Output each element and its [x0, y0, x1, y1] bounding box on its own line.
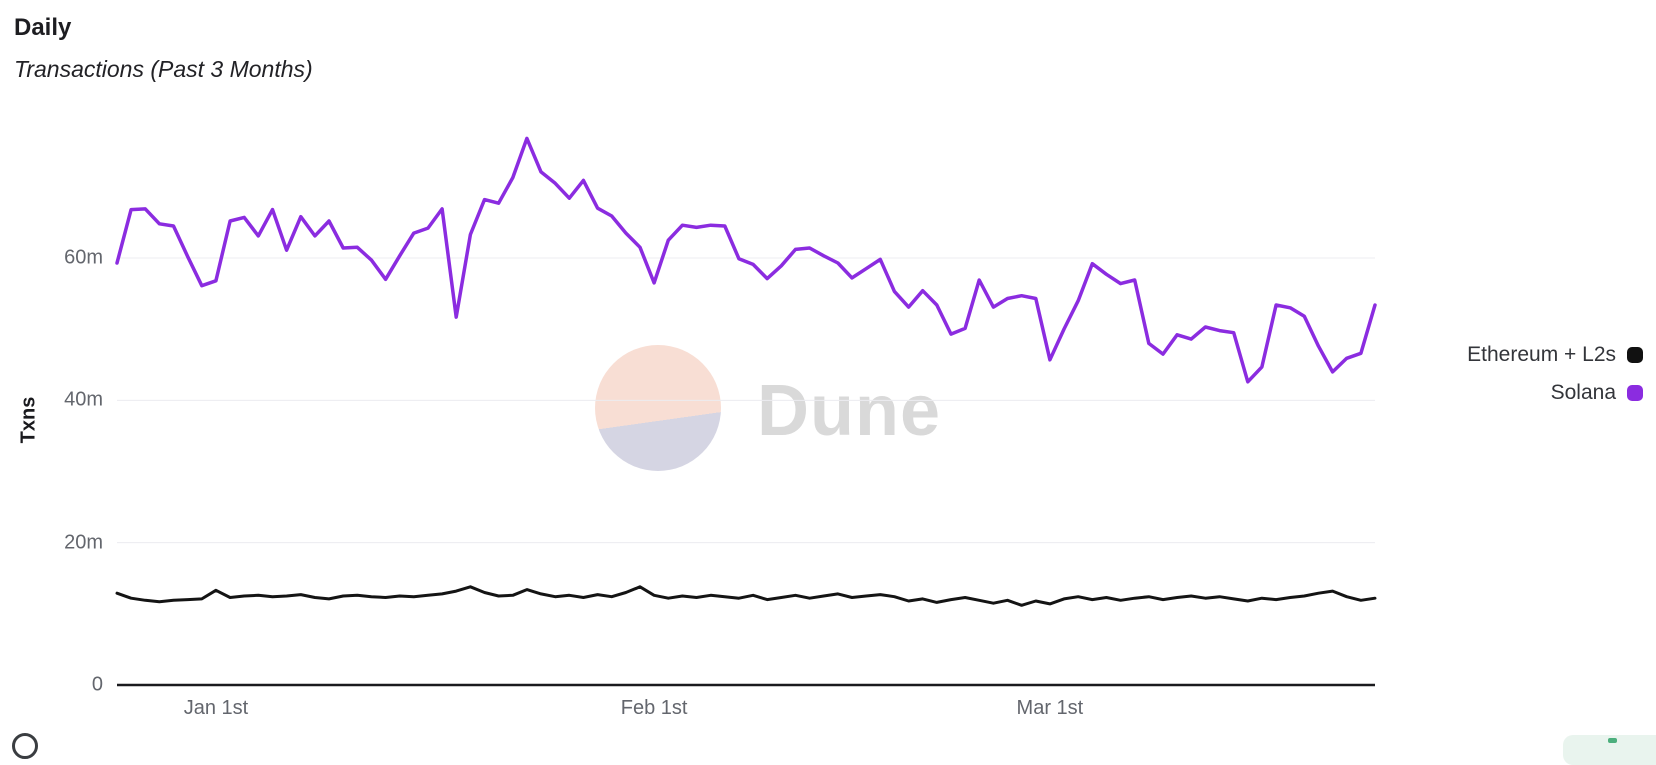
dune-watermark-label: Dune	[757, 371, 941, 451]
y-tick-label: 60m	[64, 246, 103, 269]
solana-line	[115, 136, 1377, 384]
x-tick-label: Feb 1st	[620, 697, 688, 719]
chart-plot-area[interactable]	[0, 0, 1656, 741]
y-tick-label: 0	[91, 673, 103, 696]
ethereum-l2s-line	[115, 585, 1377, 607]
legend-item-ethereum-l2s[interactable]: Ethereum + L2s	[1467, 336, 1643, 374]
legend-swatch-ethereum-l2s-icon	[1627, 347, 1643, 363]
legend-label-solana: Solana	[1550, 381, 1616, 404]
legend-label-ethereum-l2s: Ethereum + L2s	[1467, 343, 1616, 366]
chart-legend: Ethereum + L2s Solana	[1467, 336, 1643, 412]
gridlines	[117, 257, 1375, 544]
x-tick-label: Mar 1st	[1016, 697, 1084, 719]
legend-swatch-solana-icon	[1627, 385, 1643, 401]
x-tick-label: Jan 1st	[183, 697, 249, 719]
y-tick-label: 40m	[64, 388, 103, 411]
cut-off-logo-circle	[12, 733, 38, 759]
chart-subtitle: Transactions (Past 3 Months)	[14, 56, 313, 82]
chart-title: Daily	[14, 14, 72, 41]
legend-item-solana[interactable]: Solana	[1551, 374, 1643, 412]
dune-logo-watermark-icon	[595, 345, 721, 471]
y-tick-label: 20m	[64, 531, 103, 554]
